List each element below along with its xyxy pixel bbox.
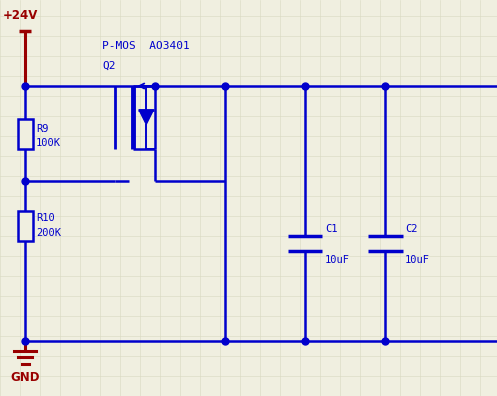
Text: Q2: Q2 [102, 61, 116, 71]
Text: 200K: 200K [36, 227, 61, 238]
Text: C1: C1 [325, 223, 337, 234]
Text: C2: C2 [405, 223, 417, 234]
Text: 100K: 100K [36, 137, 61, 147]
Text: 10uF: 10uF [405, 255, 430, 265]
Text: P-MOS  AO3401: P-MOS AO3401 [102, 41, 190, 51]
Polygon shape [139, 110, 153, 124]
Text: +24V: +24V [2, 9, 38, 22]
Text: GND: GND [10, 371, 40, 384]
Text: 10uF: 10uF [325, 255, 350, 265]
Text: R9: R9 [36, 124, 49, 133]
Bar [17, 211, 32, 241]
Text: R10: R10 [36, 213, 55, 223]
Bar [17, 118, 32, 148]
